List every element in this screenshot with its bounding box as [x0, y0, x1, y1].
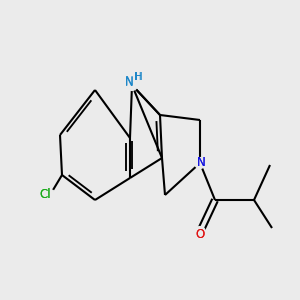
Text: H: H [135, 72, 142, 82]
Text: N: N [124, 75, 134, 88]
Text: Cl: Cl [40, 188, 51, 202]
Circle shape [127, 80, 137, 90]
Text: N: N [197, 157, 206, 169]
Text: H: H [134, 72, 142, 82]
Circle shape [195, 226, 206, 237]
Text: N: N [197, 157, 206, 169]
Text: N: N [125, 76, 134, 88]
Circle shape [45, 190, 56, 200]
Text: O: O [195, 229, 205, 242]
Circle shape [195, 158, 206, 168]
Text: Cl: Cl [40, 188, 51, 202]
Text: O: O [195, 229, 205, 242]
